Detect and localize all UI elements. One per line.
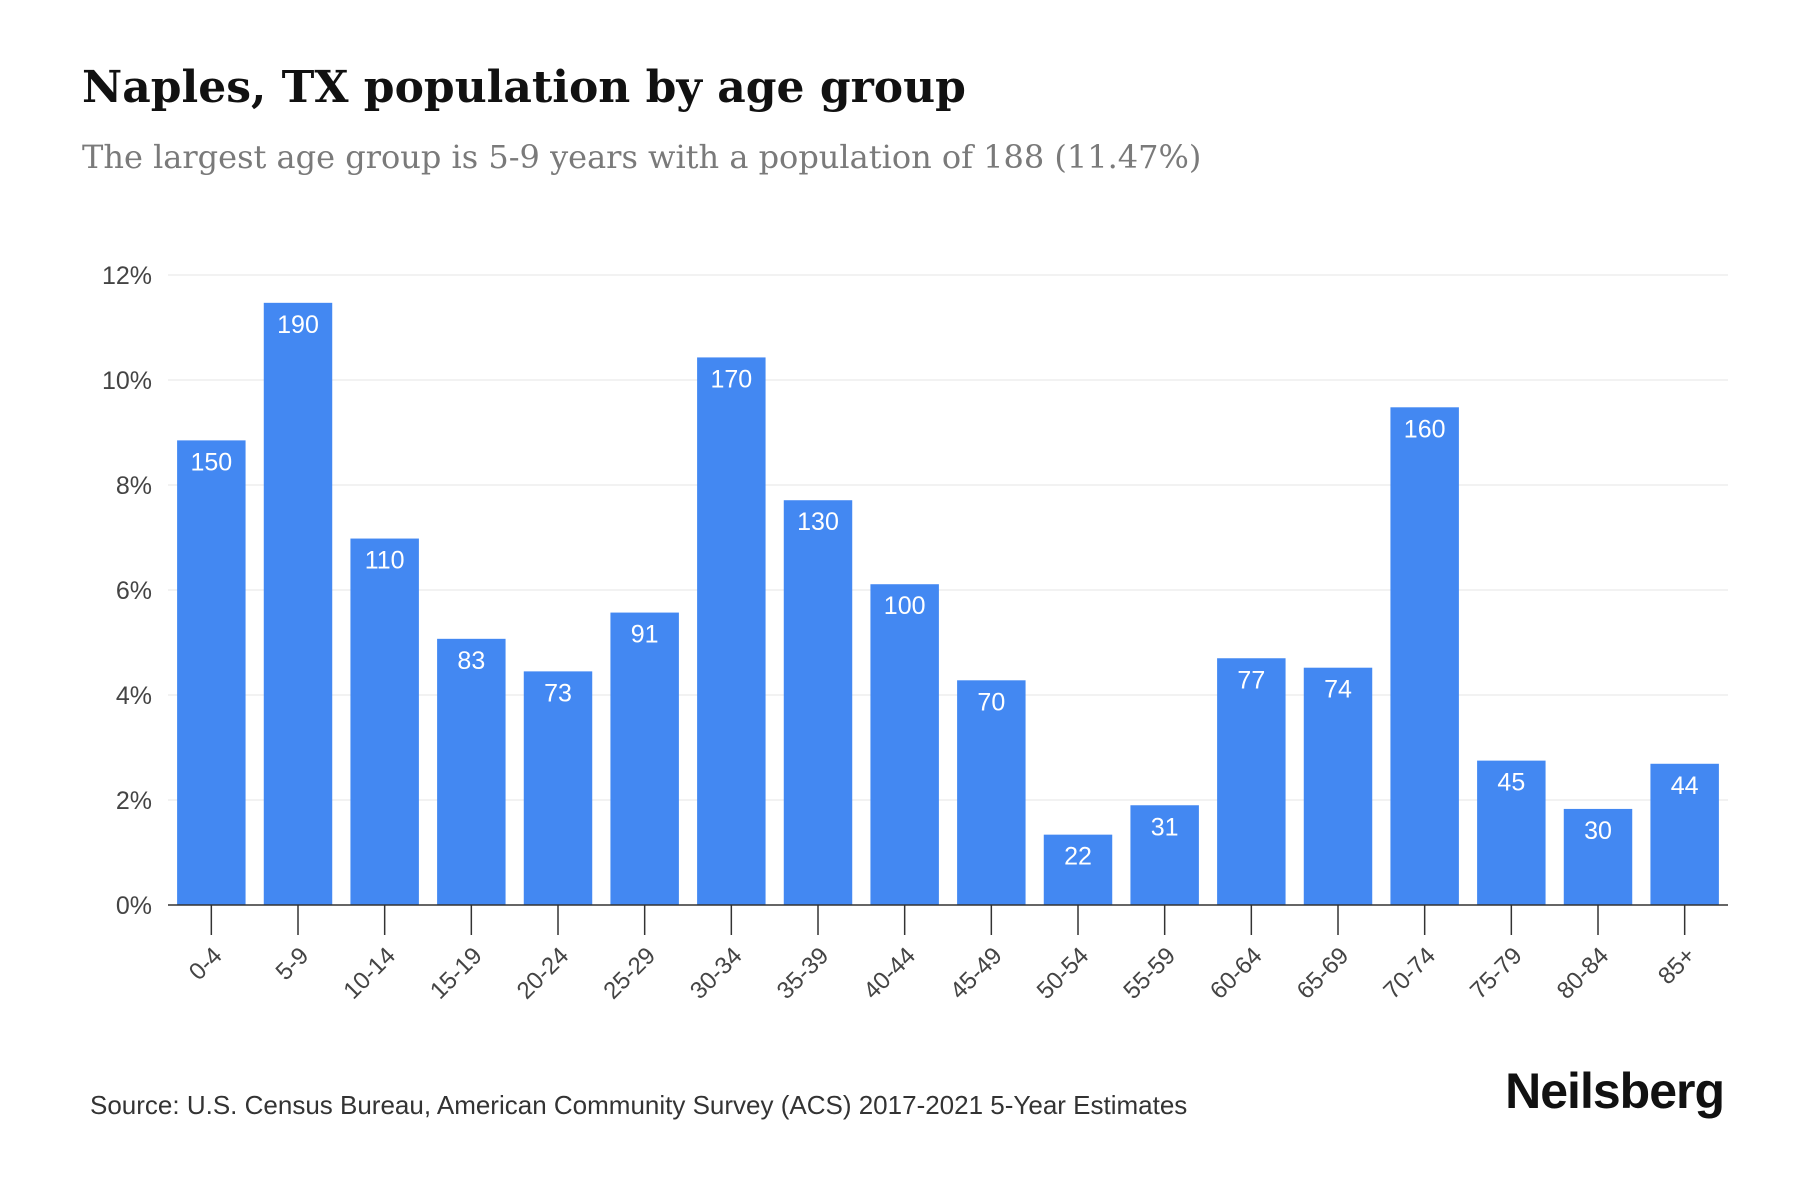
bar <box>783 500 853 905</box>
bar-value-label: 22 <box>1064 843 1092 871</box>
bar-chart: 0% 2% 4% 6% 8% 10% 12% 150 190 110 83 73 91 170 130 10… <box>102 262 1728 1005</box>
x-tick-label: 40-44 <box>858 942 921 1005</box>
x-tick-label: 30-34 <box>685 942 748 1005</box>
bar <box>437 638 506 905</box>
bar <box>1043 834 1113 905</box>
bar-value-label: 31 <box>1151 813 1179 841</box>
x-tick-label: 15-19 <box>425 942 488 1005</box>
bar-value-label: 91 <box>631 621 659 649</box>
bar-value-label: 150 <box>190 448 232 476</box>
x-axis-ticks: 0-4 5-9 10-14 15-19 20-24 25-29 30-34 35-39 40-4… <box>184 905 1701 1005</box>
bar-value-label: 83 <box>457 647 485 675</box>
y-tick-label: 12% <box>102 262 152 290</box>
bar <box>1390 407 1459 905</box>
bar-value-label: 130 <box>797 508 839 536</box>
bar <box>1650 763 1719 905</box>
bar <box>263 302 333 905</box>
bar <box>1563 808 1633 905</box>
bars <box>177 302 1719 905</box>
x-tick-label: 70-74 <box>1378 942 1441 1005</box>
x-tick-label: 10-14 <box>338 942 401 1005</box>
y-axis-ticks: 0% 2% 4% 6% 8% 10% 12% <box>102 262 152 920</box>
bar-value-label: 170 <box>710 365 752 393</box>
y-tick-label: 10% <box>102 367 152 395</box>
bar <box>177 440 246 905</box>
bar <box>870 584 939 905</box>
bar-value-label: 44 <box>1671 772 1699 800</box>
x-tick-label: 65-69 <box>1292 942 1355 1005</box>
x-tick-label: 0-4 <box>184 942 228 986</box>
bar <box>1130 805 1199 905</box>
y-tick-label: 6% <box>116 577 152 605</box>
y-tick-label: 2% <box>116 787 152 815</box>
chart-subtitle: The largest age group is 5-9 years with … <box>82 138 1202 176</box>
bar-value-label: 100 <box>884 592 926 620</box>
x-tick-label: 45-49 <box>945 942 1008 1005</box>
y-tick-label: 0% <box>116 892 152 920</box>
bar-value-label: 45 <box>1497 769 1525 797</box>
bar <box>610 612 679 905</box>
bar-value-label: 160 <box>1404 415 1446 443</box>
brand-logo: Neilsberg <box>1505 1063 1725 1119</box>
bar-value-label: 70 <box>977 688 1005 716</box>
bar-value-label: 73 <box>544 679 572 707</box>
bar-value-label: 190 <box>277 311 319 339</box>
y-tick-label: 4% <box>116 682 152 710</box>
bar <box>957 680 1026 905</box>
bar <box>1217 658 1286 905</box>
chart-title: Naples, TX population by age group <box>82 62 966 113</box>
x-tick-label: 60-64 <box>1205 942 1268 1005</box>
bar <box>523 671 593 905</box>
x-tick-label: 75-79 <box>1465 942 1528 1005</box>
bar-value-label: 110 <box>365 547 405 575</box>
x-tick-label: 20-24 <box>512 942 575 1005</box>
bar <box>697 357 766 905</box>
bar-value-label: 77 <box>1237 666 1265 694</box>
x-tick-label: 25-29 <box>598 942 661 1005</box>
bar <box>350 538 419 905</box>
x-tick-label: 35-39 <box>772 942 835 1005</box>
x-tick-label: 80-84 <box>1552 942 1615 1005</box>
x-tick-label: 5-9 <box>271 942 315 986</box>
y-tick-label: 8% <box>116 472 152 500</box>
gridlines <box>168 274 1728 801</box>
x-tick-label: 55-59 <box>1118 942 1181 1005</box>
x-tick-label: 85+ <box>1653 942 1701 990</box>
bar-value-label: 30 <box>1584 817 1612 845</box>
bar-value-label: 74 <box>1324 676 1352 704</box>
x-tick-label: 50-54 <box>1032 942 1095 1005</box>
bar <box>1477 760 1546 905</box>
bar <box>1303 667 1373 905</box>
bar-value-labels: 150 190 110 83 73 91 170 130 100 70 22 31 77 74 160 45 3… <box>190 311 1698 871</box>
source-note: Source: U.S. Census Bureau, American Com… <box>90 1090 1188 1120</box>
